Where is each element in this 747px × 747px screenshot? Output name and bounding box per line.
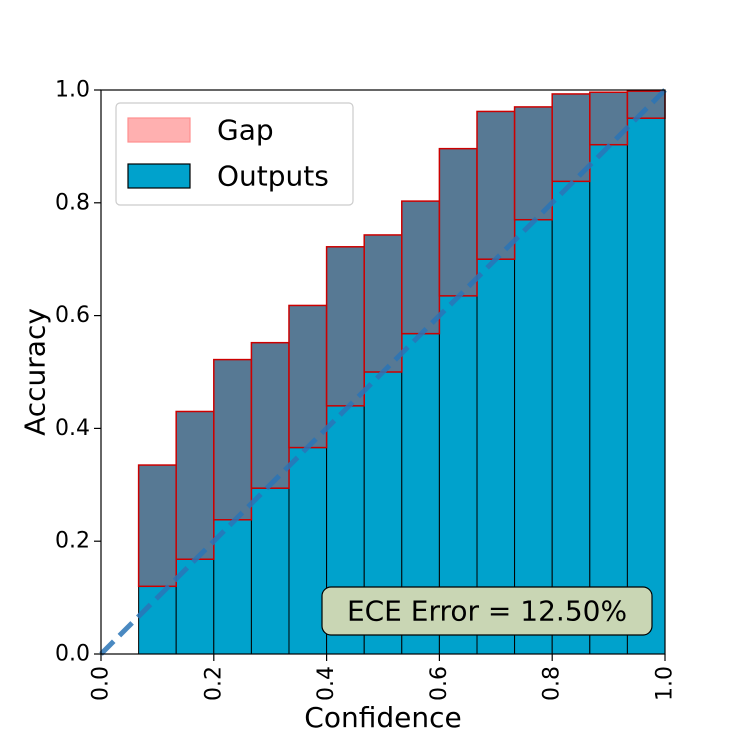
x-tick-label: 0.0 <box>89 666 114 701</box>
legend-label-outputs: Outputs <box>217 160 329 193</box>
outputs-bar <box>551 180 591 655</box>
gap-bar <box>288 304 328 449</box>
gap-bar <box>325 246 365 407</box>
y-tick-label: 1.0 <box>55 78 90 103</box>
gap-bar <box>438 147 478 297</box>
y-tick-label: 0.4 <box>55 416 90 441</box>
ece-annotation-text: ECE Error = 12.50% <box>347 595 627 628</box>
gap-bar <box>589 91 629 146</box>
outputs-bar <box>589 144 628 655</box>
y-tick-label: 0.2 <box>55 529 90 554</box>
perfect-calibration-line <box>99 88 667 656</box>
outputs-bar <box>626 117 666 655</box>
gap-bar <box>250 341 290 489</box>
outputs-bar <box>250 487 290 655</box>
y-tick-label: 0.8 <box>55 190 90 215</box>
x-tick-label: 0.4 <box>314 666 339 701</box>
x-tick-label: 1.0 <box>653 666 678 701</box>
x-axis-title: Confidence <box>304 701 461 734</box>
gap-bar <box>175 410 215 560</box>
ece-annotation-box <box>321 586 653 636</box>
outputs-bar <box>288 447 328 655</box>
x-tick-label: 0.2 <box>201 666 226 701</box>
gap-bar <box>476 110 516 260</box>
x-tick-label: 0.6 <box>427 666 452 701</box>
gap-bar <box>363 234 403 373</box>
gap-bar <box>401 200 441 335</box>
legend-swatch-gap <box>127 117 191 143</box>
axis-ticks: 0.0 0.2 0.4 0.6 0.8 1.0 0.0 0.2 0.4 0.6 0.8 1.0 <box>55 78 678 702</box>
gap-bar <box>213 358 253 521</box>
plot-frame <box>100 89 666 655</box>
gap-bar <box>137 464 177 588</box>
y-tick-label: 0.6 <box>55 303 90 328</box>
legend-swatch-outputs <box>127 163 191 189</box>
ece-annotation: ECE Error = 12.50% <box>321 586 653 636</box>
legend: Gap Outputs <box>115 102 354 206</box>
y-tick-label: 0.0 <box>55 642 90 667</box>
x-tick-label: 0.8 <box>540 666 565 701</box>
gap-bar <box>513 106 553 221</box>
legend-label-gap: Gap <box>217 114 274 147</box>
y-axis-title: Accuracy <box>19 308 52 436</box>
outputs-bar <box>213 519 252 655</box>
